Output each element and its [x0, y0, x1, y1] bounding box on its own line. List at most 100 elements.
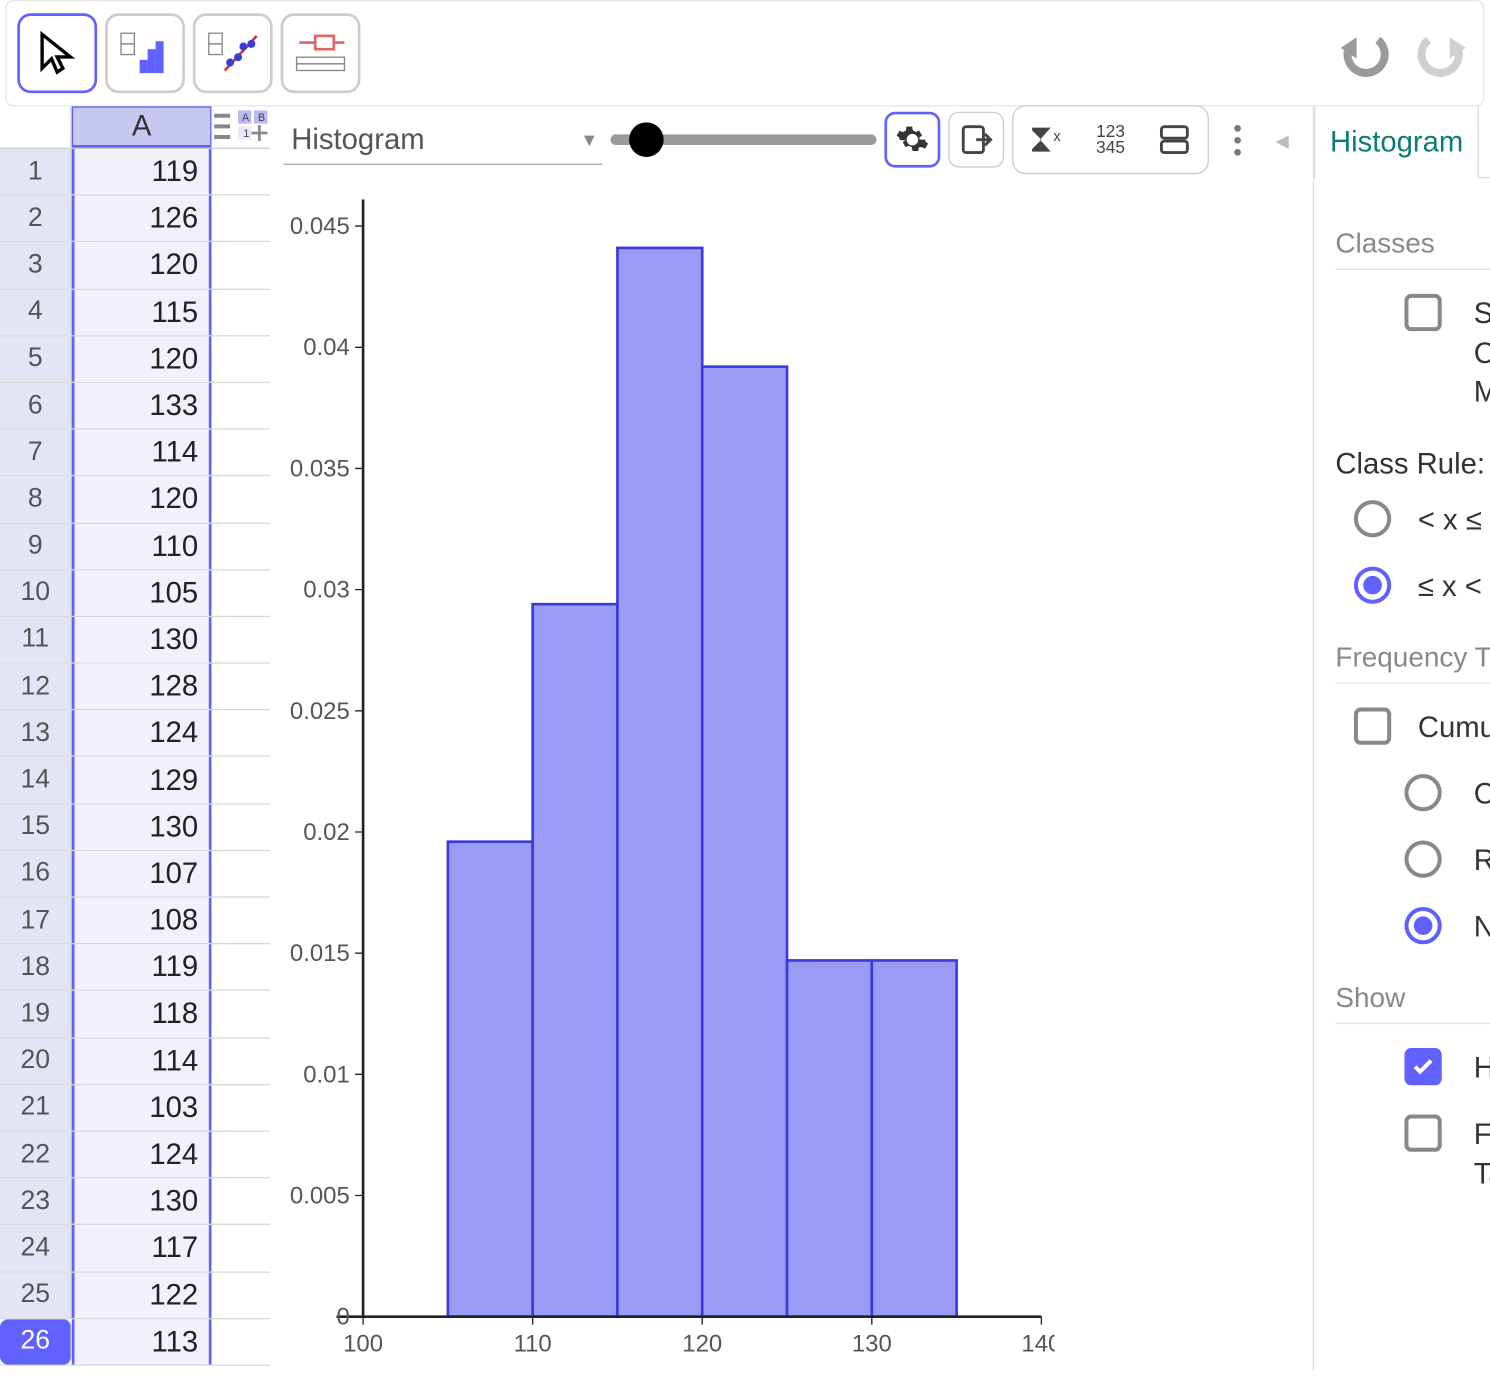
cell-A[interactable]: 129	[72, 757, 212, 802]
cell-A[interactable]: 126	[72, 196, 212, 241]
cell-empty[interactable]	[211, 570, 270, 615]
cell-A[interactable]: 124	[72, 1132, 212, 1177]
row-number[interactable]: 3	[0, 243, 72, 288]
undo-button[interactable]	[1334, 27, 1398, 80]
redo-button[interactable]	[1408, 27, 1472, 80]
cell-empty[interactable]	[211, 243, 270, 288]
collapse-panel-button[interactable]: ◂	[1265, 123, 1300, 156]
corner-cell[interactable]	[0, 106, 72, 147]
cell-empty[interactable]	[211, 430, 270, 475]
row-number[interactable]: 4	[0, 289, 72, 334]
row-number[interactable]: 24	[0, 1225, 72, 1270]
cell-A[interactable]: 103	[72, 1085, 212, 1130]
cell-empty[interactable]	[211, 477, 270, 522]
cell-empty[interactable]	[211, 1132, 270, 1177]
table-row[interactable]: 11130	[0, 617, 270, 664]
row-number[interactable]: 7	[0, 430, 72, 475]
row-number[interactable]: 20	[0, 1038, 72, 1083]
class-rule-option-1[interactable]	[1354, 500, 1391, 537]
row-number[interactable]: 9	[0, 523, 72, 568]
row-number[interactable]: 10	[0, 570, 72, 615]
cell-empty[interactable]	[211, 523, 270, 568]
table-row[interactable]: 9110	[0, 523, 270, 570]
table-row[interactable]: 1119	[0, 149, 270, 196]
cell-A[interactable]: 113	[72, 1319, 212, 1364]
style-panel-toggle[interactable]: A B 1	[211, 106, 270, 147]
table-row[interactable]: 25122	[0, 1272, 270, 1319]
cell-A[interactable]: 115	[72, 289, 212, 334]
pointer-tool-button[interactable]	[17, 13, 97, 93]
row-number[interactable]: 15	[0, 804, 72, 849]
column-header-A[interactable]: A	[72, 106, 212, 147]
row-number[interactable]: 17	[0, 898, 72, 943]
table-row[interactable]: 5120	[0, 336, 270, 383]
cumulative-checkbox[interactable]	[1354, 708, 1391, 745]
cell-empty[interactable]	[211, 851, 270, 896]
table-row[interactable]: 2126	[0, 196, 270, 243]
row-number[interactable]: 19	[0, 991, 72, 1036]
chart-type-select[interactable]: Histogram ▾	[283, 114, 602, 165]
sigma-button[interactable]: x	[1019, 112, 1075, 168]
table-row[interactable]: 17108	[0, 898, 270, 945]
cell-empty[interactable]	[211, 1179, 270, 1224]
row-number[interactable]: 12	[0, 664, 72, 709]
row-number[interactable]: 18	[0, 945, 72, 990]
table-row[interactable]: 10105	[0, 570, 270, 617]
table-row[interactable]: 24117	[0, 1225, 270, 1272]
row-number[interactable]: 13	[0, 711, 72, 756]
row-number[interactable]: 14	[0, 757, 72, 802]
cell-empty[interactable]	[211, 1272, 270, 1317]
tab-graph[interactable]: Graph	[1479, 106, 1490, 178]
settings-button[interactable]	[884, 112, 940, 168]
cell-A[interactable]: 105	[72, 570, 212, 615]
cell-A[interactable]: 122	[72, 1272, 212, 1317]
cell-empty[interactable]	[211, 617, 270, 662]
row-number[interactable]: 16	[0, 851, 72, 896]
table-row[interactable]: 8120	[0, 477, 270, 524]
table-row[interactable]: 26113	[0, 1319, 270, 1366]
cell-A[interactable]: 119	[72, 945, 212, 990]
cell-empty[interactable]	[211, 711, 270, 756]
cell-empty[interactable]	[211, 757, 270, 802]
cell-A[interactable]: 114	[72, 430, 212, 475]
row-number[interactable]: 2	[0, 196, 72, 241]
scatter-tool-button[interactable]	[193, 13, 273, 93]
table-row[interactable]: 12128	[0, 664, 270, 711]
row-number[interactable]: 1	[0, 149, 72, 194]
cell-empty[interactable]	[211, 898, 270, 943]
cell-A[interactable]: 124	[72, 711, 212, 756]
table-row[interactable]: 20114	[0, 1038, 270, 1085]
table-row[interactable]: 13124	[0, 711, 270, 758]
class-rule-option-2[interactable]	[1354, 566, 1391, 603]
row-number[interactable]: 26	[0, 1319, 72, 1364]
cell-A[interactable]: 133	[72, 383, 212, 428]
freq-count-radio[interactable]	[1405, 774, 1442, 811]
freq-normalized-radio[interactable]	[1405, 906, 1442, 943]
cell-empty[interactable]	[211, 945, 270, 990]
cell-A[interactable]: 120	[72, 336, 212, 381]
cell-A[interactable]: 118	[72, 991, 212, 1036]
row-number[interactable]: 21	[0, 1085, 72, 1130]
bin-slider[interactable]	[610, 134, 876, 145]
cell-A[interactable]: 130	[72, 1179, 212, 1224]
table-row[interactable]: 18119	[0, 945, 270, 992]
cell-empty[interactable]	[211, 664, 270, 709]
cell-empty[interactable]	[211, 289, 270, 334]
cell-empty[interactable]	[211, 804, 270, 849]
cell-empty[interactable]	[211, 1319, 270, 1364]
cell-A[interactable]: 114	[72, 1038, 212, 1083]
table-row[interactable]: 21103	[0, 1085, 270, 1132]
table-row[interactable]: 15130	[0, 804, 270, 851]
cell-empty[interactable]	[211, 1225, 270, 1270]
row-number[interactable]: 25	[0, 1272, 72, 1317]
cell-A[interactable]: 130	[72, 617, 212, 662]
freq-relative-radio[interactable]	[1405, 840, 1442, 877]
table-row[interactable]: 19118	[0, 991, 270, 1038]
table-row[interactable]: 14129	[0, 757, 270, 804]
show-freq-table-checkbox[interactable]	[1405, 1114, 1442, 1151]
table-row[interactable]: 23130	[0, 1179, 270, 1226]
row-number[interactable]: 23	[0, 1179, 72, 1224]
cell-empty[interactable]	[211, 991, 270, 1036]
table-row[interactable]: 3120	[0, 243, 270, 290]
cell-A[interactable]: 130	[72, 804, 212, 849]
